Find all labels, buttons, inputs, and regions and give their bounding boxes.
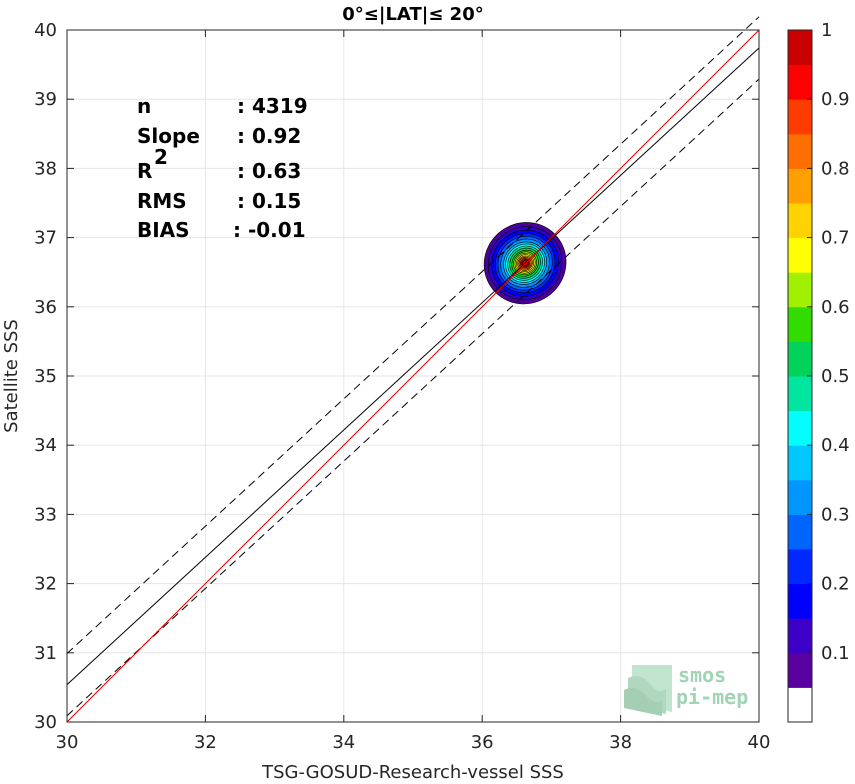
stat-rms-label: RMS xyxy=(137,189,187,213)
x-axis-ticks: 30 32 34 36 38 40 xyxy=(56,30,771,753)
colorbar-swatch xyxy=(788,687,812,723)
logo-text-smos: smos xyxy=(678,663,726,687)
stat-n-label: n xyxy=(137,94,151,118)
y-tick-label: 33 xyxy=(34,504,57,525)
y-tick-label: 36 xyxy=(34,297,57,318)
colorbar-swatch xyxy=(788,583,812,619)
colorbar-swatch xyxy=(788,514,812,550)
stat-r2-label: R xyxy=(137,159,152,183)
regression-line xyxy=(66,47,760,685)
colorbar-swatch xyxy=(788,272,812,308)
colorbar-swatch xyxy=(788,133,812,169)
x-tick-label: 38 xyxy=(609,732,632,753)
colorbar-ticks: 0.1 0.2 0.3 0.4 0.5 0.6 0.7 0.8 0.9 1 xyxy=(807,20,850,664)
stat-slope-label: Slope xyxy=(137,124,200,148)
colorbar-tick-label: 0.4 xyxy=(821,435,850,456)
y-tick-label: 31 xyxy=(34,643,57,664)
colorbar-tick-label: 0.7 xyxy=(821,228,850,249)
colorbar-swatch xyxy=(788,376,812,412)
x-tick-label: 30 xyxy=(56,732,79,753)
colorbar-tick-label: 0.3 xyxy=(821,504,850,525)
identity-line xyxy=(66,29,760,723)
fit-lines xyxy=(66,16,760,723)
colorbar-swatch xyxy=(788,99,812,135)
stat-slope-value: : 0.92 xyxy=(237,124,301,148)
colorbar-swatch xyxy=(788,445,812,481)
stat-rms-value: : 0.15 xyxy=(237,189,301,213)
y-axis-ticks: 30 31 32 33 34 35 36 37 38 39 40 xyxy=(34,20,759,733)
y-tick-label: 38 xyxy=(34,158,57,179)
colorbar-tick-label: 0.2 xyxy=(821,574,850,595)
x-tick-label: 34 xyxy=(332,732,355,753)
colorbar-tick-label: 0.8 xyxy=(821,158,850,179)
stat-bias-label: BIAS xyxy=(137,218,190,242)
colorbar-tick-label: 0.6 xyxy=(821,297,850,318)
colorbar xyxy=(788,30,812,723)
colorbar-swatch xyxy=(788,549,812,585)
stat-r2-superscript: 2 xyxy=(154,145,168,169)
x-axis-label: TSG-GOSUD-Research-vessel SSS xyxy=(261,762,564,783)
stat-n-value: : 4319 xyxy=(237,94,308,118)
x-tick-label: 32 xyxy=(194,732,217,753)
y-tick-label: 37 xyxy=(34,228,57,249)
colorbar-swatch xyxy=(788,306,812,342)
colorbar-swatch xyxy=(788,237,812,273)
y-tick-label: 34 xyxy=(34,435,57,456)
colorbar-tick-label: 0.5 xyxy=(821,366,850,387)
logo-waves-icon xyxy=(624,665,672,716)
y-tick-label: 32 xyxy=(34,574,57,595)
colorbar-tick-label: 0.1 xyxy=(821,643,850,664)
colorbar-tick-label: 0.9 xyxy=(821,89,850,110)
x-tick-label: 36 xyxy=(471,732,494,753)
stats-box: n : 4319 Slope : 0.92 R 2 : 0.63 RMS : 0… xyxy=(137,94,308,242)
y-axis-label: Satellite SSS xyxy=(1,319,22,433)
colorbar-swatch xyxy=(788,341,812,377)
stat-r2-value: : 0.63 xyxy=(237,159,301,183)
colorbar-swatch xyxy=(788,479,812,515)
chart-title: 0°≤|LAT|≤ 20° xyxy=(342,4,483,25)
y-tick-label: 39 xyxy=(34,89,57,110)
colorbar-swatch xyxy=(788,618,812,654)
x-tick-label: 40 xyxy=(748,732,771,753)
colorbar-swatch xyxy=(788,168,812,204)
y-tick-label: 30 xyxy=(34,712,57,733)
upper-bound-line xyxy=(66,16,760,654)
colorbar-swatch xyxy=(788,203,812,239)
stat-bias-value: : -0.01 xyxy=(233,218,306,242)
colorbar-swatch xyxy=(788,652,812,688)
lower-bound-line xyxy=(66,78,760,717)
smos-pi-mep-logo: smos pi-mep xyxy=(624,663,748,716)
y-tick-label: 35 xyxy=(34,366,57,387)
colorbar-swatch xyxy=(788,30,812,66)
colorbar-swatch xyxy=(788,64,812,100)
logo-text-pi-mep: pi-mep xyxy=(676,685,748,709)
colorbar-tick-label: 1 xyxy=(821,20,832,41)
grid xyxy=(66,29,760,723)
y-tick-label: 40 xyxy=(34,20,57,41)
colorbar-swatch xyxy=(788,410,812,446)
